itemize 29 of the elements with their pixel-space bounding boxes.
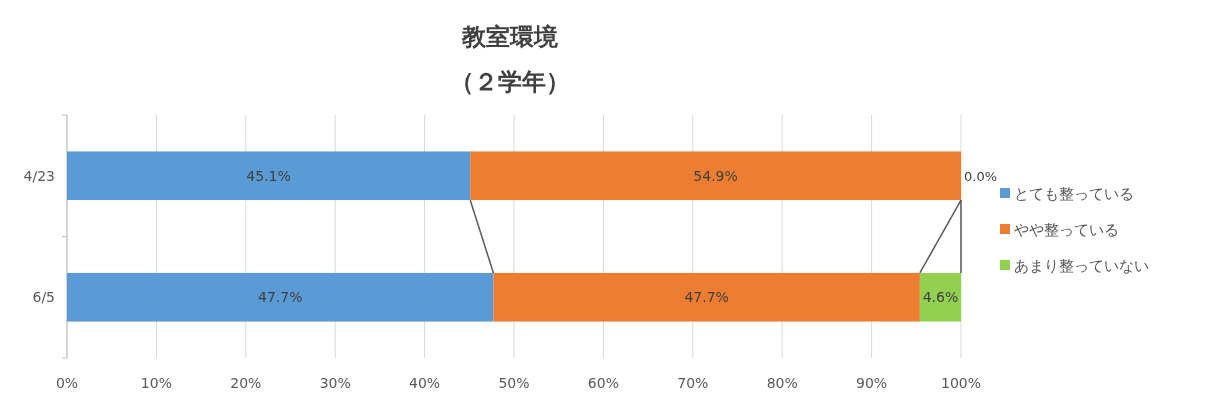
data-label: 4.6% xyxy=(922,289,959,306)
chart-subtitle: （２学年） xyxy=(450,68,570,96)
bar xyxy=(67,272,494,322)
data-label: 45.1% xyxy=(246,167,291,184)
x-tick-label: 80% xyxy=(766,375,798,391)
x-tick-label: 70% xyxy=(677,375,709,391)
x-tick-label: 20% xyxy=(230,375,262,391)
y-tick-label: 6/5 xyxy=(32,289,55,306)
bar xyxy=(493,272,920,322)
x-tick-label: 100% xyxy=(940,375,982,391)
legend-label: やや整っている xyxy=(1014,221,1119,239)
data-label: 54.9% xyxy=(693,167,738,184)
x-tick-label: 10% xyxy=(140,375,172,391)
data-label: 0.0% xyxy=(964,168,998,184)
legend-label: とても整っている xyxy=(1014,185,1134,203)
x-tick-label: 40% xyxy=(409,375,441,391)
x-tick-label: 0% xyxy=(55,375,79,391)
x-tick-label: 30% xyxy=(319,375,351,391)
bar xyxy=(919,272,961,322)
chart-title: 教室環境 xyxy=(461,23,558,51)
legend-label: あまり整っていない xyxy=(1014,257,1149,275)
bar xyxy=(67,151,471,201)
data-label: 47.7% xyxy=(257,289,303,306)
x-tick-label: 60% xyxy=(587,375,619,391)
y-tick-label: 4/23 xyxy=(23,167,55,184)
x-tick-label: 90% xyxy=(856,375,888,391)
data-label: 47.7% xyxy=(684,289,729,306)
x-tick-label: 50% xyxy=(498,375,530,391)
bar xyxy=(470,151,961,201)
